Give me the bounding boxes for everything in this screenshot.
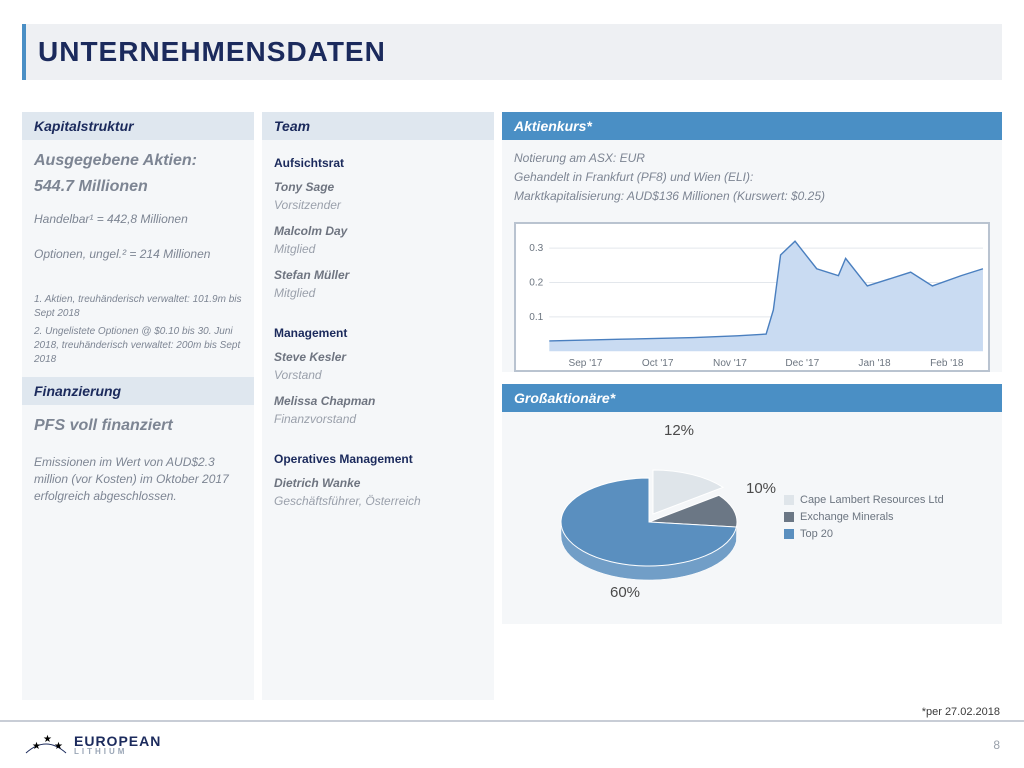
- listing-line: Notierung am ASX: EUR: [514, 150, 990, 167]
- options-note: Optionen, ungel.² = 214 Millionen: [34, 246, 242, 263]
- financing-body: PFS voll finanziert Emissionen im Wert v…: [22, 405, 254, 515]
- capital-structure-column: Kapitalstruktur Ausgegebene Aktien: 544.…: [22, 112, 254, 700]
- logo-stars-icon: ★ ★ ★: [24, 733, 68, 757]
- svg-text:0.1: 0.1: [529, 312, 543, 323]
- footnote-1: 1. Aktien, treuhänderisch verwaltet: 101…: [34, 293, 242, 321]
- issued-shares-label: Ausgegebene Aktien:: [34, 150, 242, 172]
- team-member-name: Melissa Chapman: [274, 392, 482, 410]
- legend-item: Exchange Minerals: [784, 511, 944, 523]
- tradeable-note: Handelbar¹ = 442,8 Millionen: [34, 211, 242, 228]
- financing-title: PFS voll finanziert: [34, 415, 242, 437]
- svg-text:★: ★: [32, 741, 41, 752]
- footnote-2: 2. Ungelistete Optionen @ $0.10 bis 30. …: [34, 325, 242, 367]
- pie-legend: Cape Lambert Resources Ltd Exchange Miner…: [784, 489, 944, 545]
- team-member-name: Tony Sage: [274, 178, 482, 196]
- financing-text: Emissionen im Wert von AUD$2.3 million (…: [34, 454, 242, 504]
- logo-line2: LITHIUM: [74, 748, 161, 756]
- team-member-role: Vorsitzender: [274, 196, 482, 214]
- team-member-role: Mitglied: [274, 240, 482, 258]
- stock-chart: 0.1 0.2 0.3 Sep '17 Oct '17 Nov '17 Dec '17 Jan…: [514, 222, 990, 372]
- team-member-role: Geschäftsführer, Österreich: [274, 492, 482, 510]
- marketcap-line: Marktkapitalisierung: AUD$136 Millionen …: [514, 188, 990, 205]
- svg-text:Nov '17: Nov '17: [713, 359, 747, 370]
- pie-label-2: 60%: [610, 584, 640, 601]
- svg-text:Oct '17: Oct '17: [642, 359, 674, 370]
- legend-swatch: [784, 495, 794, 505]
- svg-text:Feb '18: Feb '18: [930, 359, 964, 370]
- logo-line1: EUROPEAN: [74, 734, 161, 748]
- logo-text: EUROPEAN LITHIUM: [74, 734, 161, 756]
- legend-item: Top 20: [784, 528, 944, 540]
- svg-text:Sep '17: Sep '17: [568, 359, 602, 370]
- capital-body: Ausgegebene Aktien: 544.7 Millionen Hand…: [22, 140, 254, 377]
- team-section-title: Aufsichtsrat: [274, 156, 482, 170]
- company-logo: ★ ★ ★ EUROPEAN LITHIUM: [24, 733, 161, 757]
- date-disclaimer: *per 27.02.2018: [922, 706, 1000, 718]
- legend-item: Cape Lambert Resources Ltd: [784, 494, 944, 506]
- footer: ★ ★ ★ EUROPEAN LITHIUM 8: [0, 720, 1024, 768]
- legend-swatch: [784, 512, 794, 522]
- pie-chart: 12% 10% 60%: [514, 422, 784, 612]
- traded-line: Gehandelt in Frankfurt (PF8) und Wien (E…: [514, 169, 990, 186]
- capital-header: Kapitalstruktur: [22, 112, 254, 140]
- team-section-title: Management: [274, 326, 482, 340]
- issued-shares-value: 544.7 Millionen: [34, 176, 242, 198]
- stock-price-header: Aktienkurs*: [502, 112, 1002, 140]
- team-member-role: Mitglied: [274, 284, 482, 302]
- page-title: UNTERNEHMENSDATEN: [38, 36, 386, 68]
- team-header: Team: [262, 112, 494, 140]
- shareholders-panel: Großaktionäre* 12% 10% 60% Cape Lambert …: [502, 384, 1002, 624]
- pie-wrap: 12% 10% 60% Cape Lambert Resources Ltd Ex…: [502, 412, 1002, 624]
- stock-price-panel: Aktienkurs* Notierung am ASX: EUR Gehand…: [502, 112, 1002, 372]
- financing-header: Finanzierung: [22, 377, 254, 405]
- svg-text:★: ★: [43, 734, 52, 745]
- page-number: 8: [993, 738, 1000, 752]
- legend-label: Top 20: [800, 528, 833, 540]
- team-column: Team Aufsichtsrat Tony SageVorsitzender Ma…: [262, 112, 494, 700]
- team-member-name: Steve Kesler: [274, 348, 482, 366]
- svg-text:★: ★: [54, 741, 63, 752]
- team-member-name: Malcolm Day: [274, 222, 482, 240]
- svg-text:Jan '18: Jan '18: [858, 359, 891, 370]
- stock-price-body: Notierung am ASX: EUR Gehandelt in Frank…: [502, 140, 1002, 214]
- legend-swatch: [784, 529, 794, 539]
- legend-label: Cape Lambert Resources Ltd: [800, 494, 944, 506]
- svg-text:Dec '17: Dec '17: [785, 359, 819, 370]
- pie-label-1: 10%: [746, 480, 776, 497]
- svg-text:0.3: 0.3: [529, 244, 543, 255]
- shareholders-header: Großaktionäre*: [502, 384, 1002, 412]
- page-title-bar: UNTERNEHMENSDATEN: [22, 24, 1002, 80]
- team-body: Aufsichtsrat Tony SageVorsitzender Malcolm…: [262, 140, 494, 538]
- right-column: Aktienkurs* Notierung am ASX: EUR Gehand…: [502, 112, 1002, 700]
- svg-text:0.2: 0.2: [529, 278, 543, 289]
- team-member-name: Dietrich Wanke: [274, 474, 482, 492]
- team-member-role: Vorstand: [274, 366, 482, 384]
- pie-label-0: 12%: [664, 422, 694, 439]
- team-member-name: Stefan Müller: [274, 266, 482, 284]
- team-member-role: Finanzvorstand: [274, 410, 482, 428]
- legend-label: Exchange Minerals: [800, 511, 894, 523]
- team-section-title: Operatives Management: [274, 452, 482, 466]
